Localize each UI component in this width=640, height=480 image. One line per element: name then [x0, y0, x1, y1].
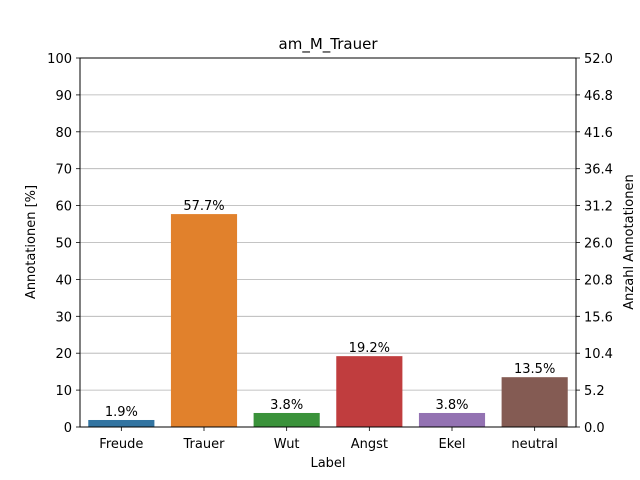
x-tick-label: Ekel	[439, 437, 466, 452]
bar-freude	[88, 419, 155, 427]
data-label: 3.8%	[270, 398, 303, 413]
bar-trauer	[170, 214, 238, 427]
grid-lines	[80, 57, 576, 428]
y-right-tick-label: 36.4	[584, 163, 613, 178]
x-axis: Freude Trauer Wut Angst Ekel neutral	[99, 427, 558, 452]
y-right-tick-label: 5.2	[584, 384, 605, 399]
y-tick-label: 10	[55, 384, 72, 399]
y-right-tick-label: 20.8	[584, 273, 613, 288]
bar-angst	[336, 356, 403, 427]
bar-wut	[253, 412, 320, 427]
y-tick-label: 90	[55, 89, 72, 104]
y-tick-label: 100	[47, 52, 72, 67]
y-axis-right: 0.0 5.2 10.4 15.6 20.8 26.0 31.2 36.4 41.6 46.8 52…	[576, 52, 613, 436]
y-right-tick-label: 26.0	[584, 237, 613, 252]
data-label: 1.9%	[105, 405, 138, 420]
x-tick-label: Trauer	[183, 437, 226, 452]
y-right-tick-label: 31.2	[584, 200, 613, 215]
data-label: 19.2%	[349, 341, 390, 356]
y-tick-label: 40	[55, 273, 72, 288]
x-tick-label: Freude	[99, 437, 143, 452]
y-tick-label: 30	[55, 310, 72, 325]
y-tick-label: 20	[55, 347, 72, 362]
bar-neutral	[501, 377, 568, 427]
y-tick-label: 0	[64, 421, 72, 436]
y-tick-label: 80	[55, 126, 72, 141]
x-tick-label: Wut	[274, 437, 300, 452]
y-axis-label: Annotationen [%]	[24, 185, 39, 299]
y-tick-label: 60	[55, 200, 72, 215]
y-tick-label: 70	[55, 163, 72, 178]
y-right-tick-label: 0.0	[584, 421, 605, 436]
y-axis-right-label: Anzahl Annotationen	[622, 174, 637, 309]
data-label: 13.5%	[514, 362, 555, 377]
y-right-tick-label: 10.4	[584, 347, 613, 362]
x-tick-label: Angst	[351, 437, 388, 452]
chart-title: am_M_Trauer	[279, 35, 379, 54]
y-axis-left: 0 10 20 30 40 50 60 70 80 90 100	[47, 52, 80, 436]
x-axis-label: Label	[310, 456, 345, 471]
x-tick-label: neutral	[511, 437, 558, 452]
data-label: 3.8%	[435, 398, 468, 413]
bar-ekel	[418, 412, 486, 427]
y-right-tick-label: 41.6	[584, 126, 613, 141]
y-tick-label: 50	[55, 237, 72, 252]
y-right-tick-label: 52.0	[584, 52, 613, 67]
y-right-tick-label: 15.6	[584, 310, 613, 325]
data-labels: 1.9% 57.7% 3.8% 19.2% 3.8% 13.5%	[105, 199, 556, 420]
y-right-tick-label: 46.8	[584, 89, 613, 104]
data-label: 57.7%	[183, 199, 224, 214]
bars	[88, 214, 568, 427]
